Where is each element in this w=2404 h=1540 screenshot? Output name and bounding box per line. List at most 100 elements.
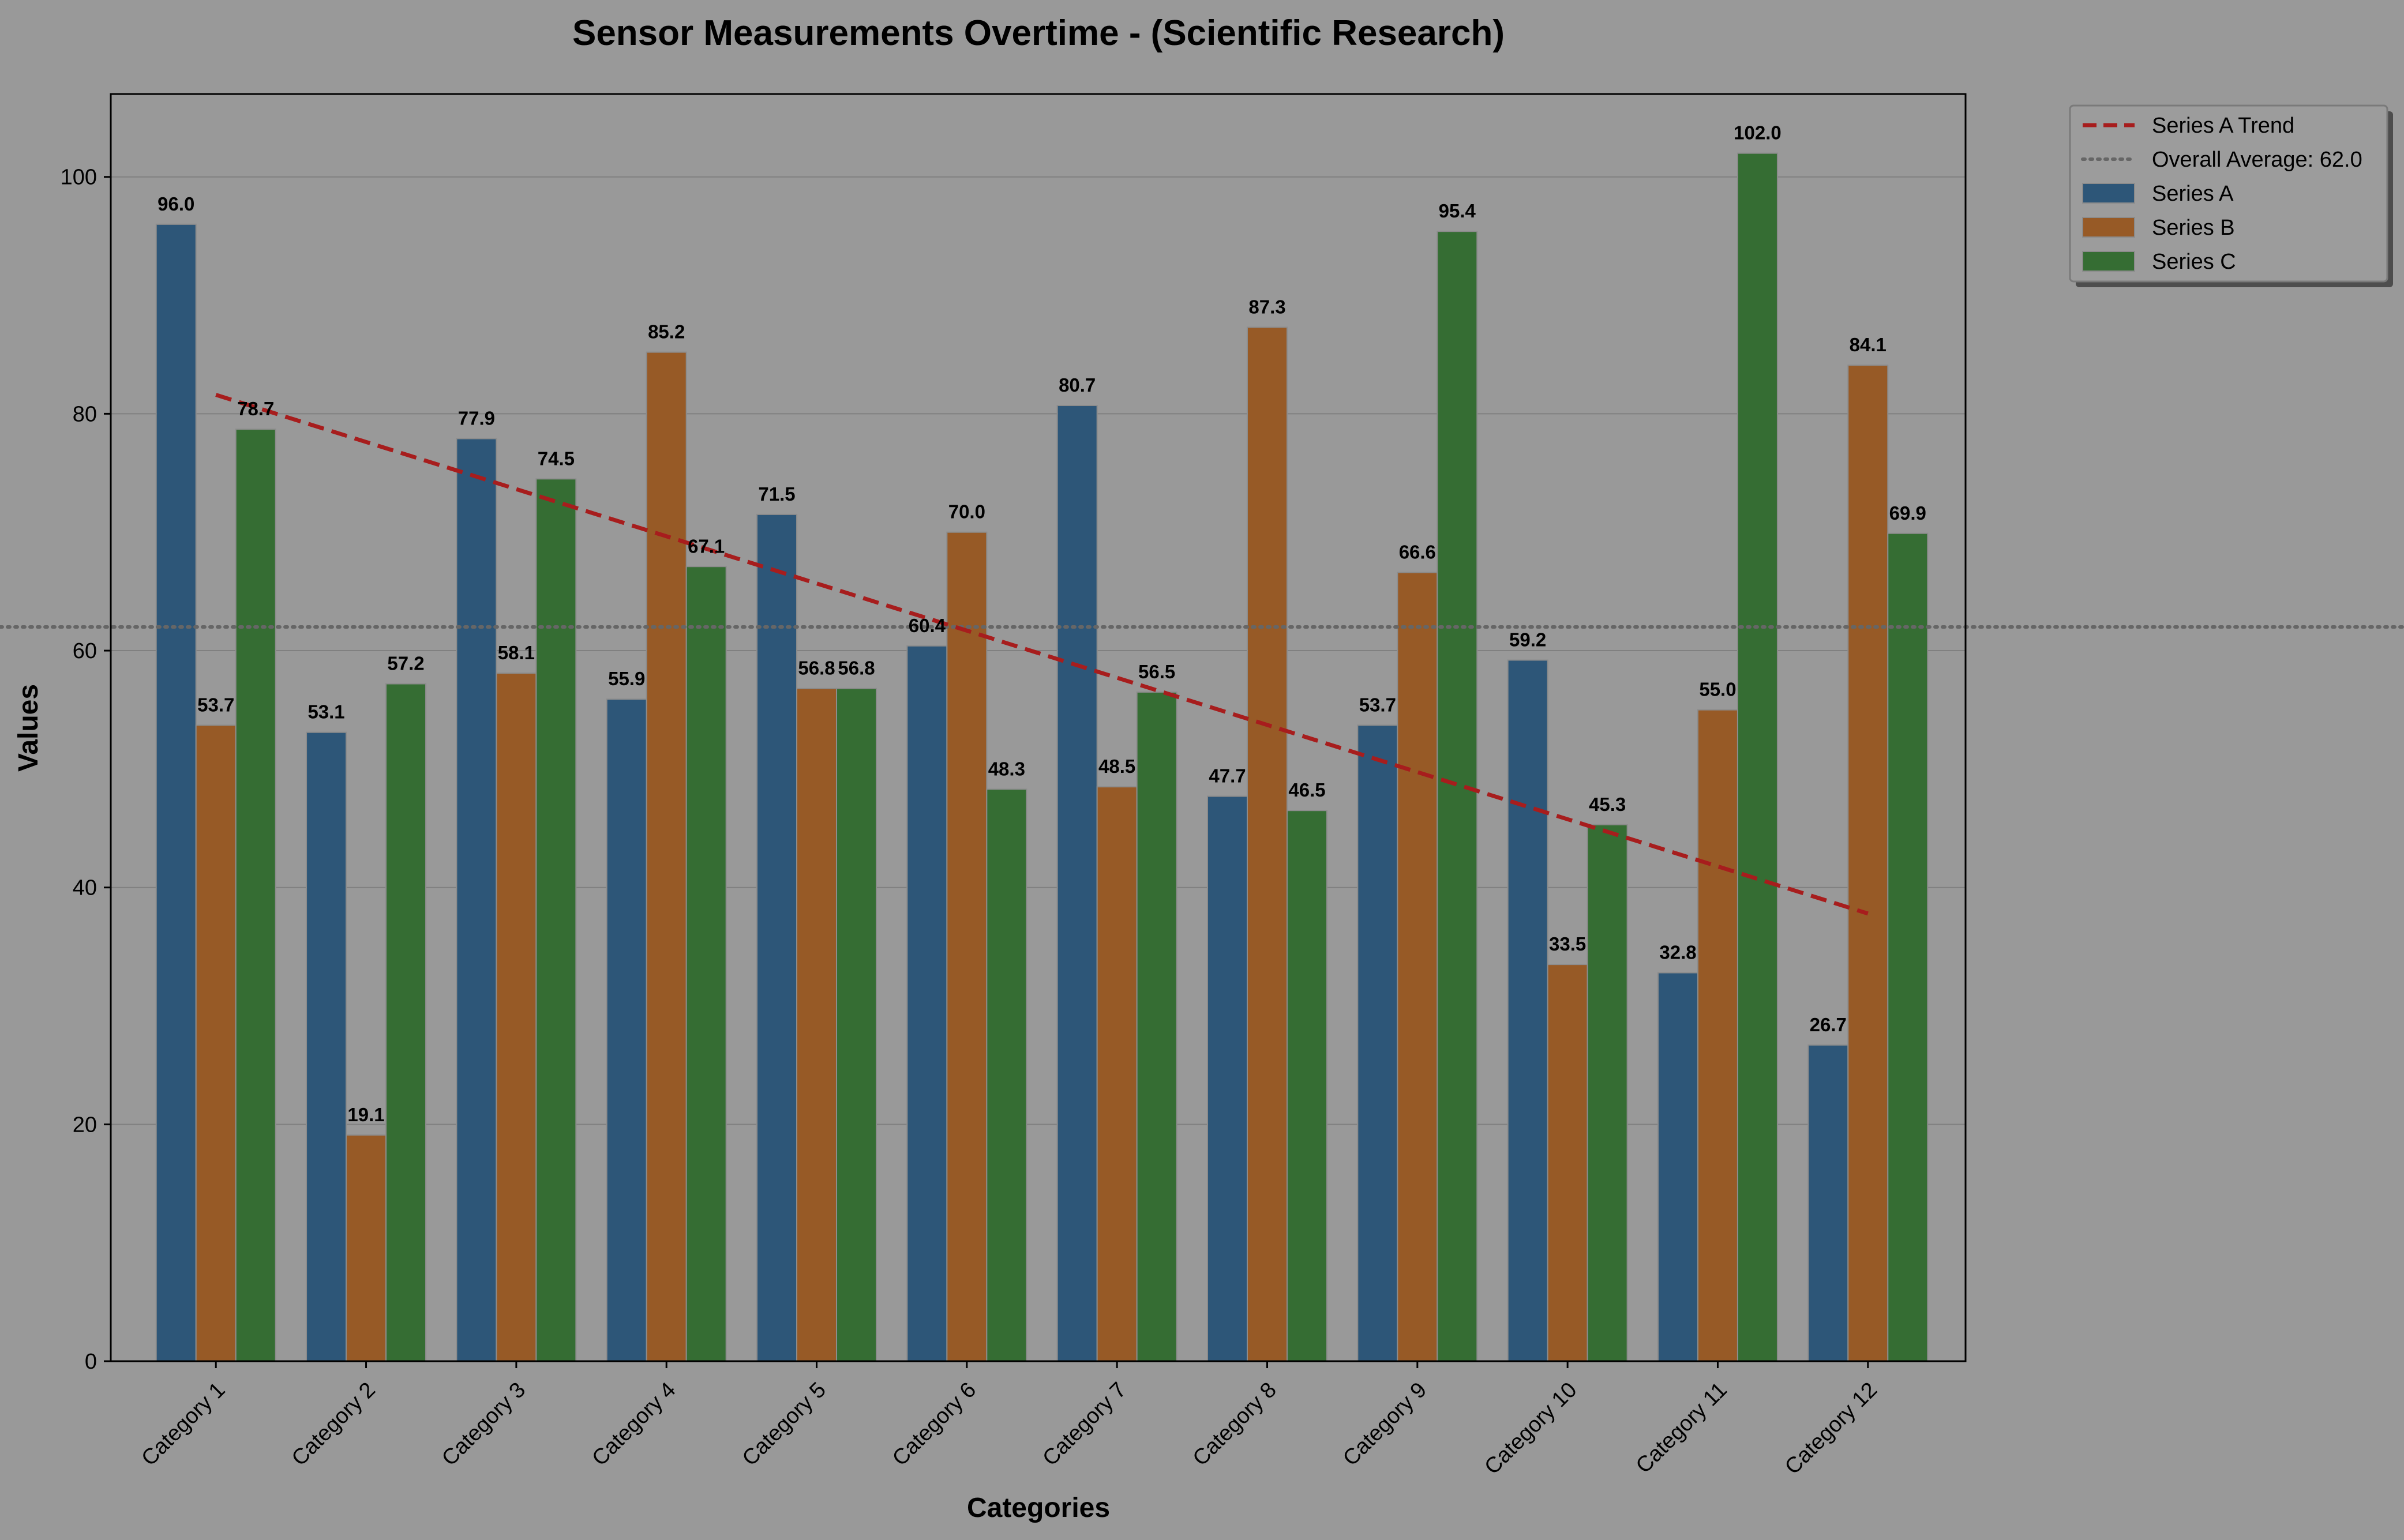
legend-label: Series A: [2152, 182, 2234, 206]
bar-value-label: 69.9: [1889, 502, 1926, 524]
reference-lines: [0, 393, 2404, 916]
bar-value-label: 77.9: [458, 408, 495, 429]
bar: [306, 731, 347, 1362]
bar-value-label: 85.2: [648, 321, 685, 343]
bar: [235, 429, 276, 1362]
bar-value-label: 71.5: [758, 483, 795, 505]
bar-value-label: 47.7: [1209, 765, 1246, 787]
legend-bar-swatch: [2082, 217, 2135, 238]
bar-value-label: 58.1: [498, 642, 535, 663]
bar: [1847, 365, 1889, 1362]
bar-value-label: 48.3: [988, 758, 1025, 779]
bar: [496, 673, 537, 1362]
x-tick-label: Category 8: [1188, 1378, 1281, 1471]
bar-value-label: 53.7: [1359, 694, 1396, 715]
legend-label: Series B: [2152, 216, 2235, 240]
bar: [1056, 405, 1098, 1362]
bar: [1507, 659, 1548, 1362]
legend-bar-swatch: [2082, 251, 2135, 272]
bar-value-label: 53.7: [197, 694, 234, 715]
bar: [1547, 964, 1588, 1362]
bar-value-label: 80.7: [1059, 374, 1096, 396]
bar-value-label: 87.3: [1248, 296, 1285, 317]
bar-value-label: 46.5: [1288, 779, 1325, 801]
x-tick-label: Category 10: [1480, 1378, 1581, 1479]
bar: [1207, 795, 1248, 1362]
bar-value-label: 33.5: [1549, 933, 1586, 955]
y-tick-label: 100: [61, 166, 97, 190]
bar: [946, 531, 988, 1362]
bar-value-label: 53.1: [307, 701, 344, 723]
bar-value-label: 57.2: [387, 653, 424, 674]
bar: [1887, 532, 1929, 1362]
plot-frame: [110, 93, 1967, 1362]
bar: [1397, 572, 1438, 1362]
x-tick-label: Category 6: [888, 1378, 981, 1471]
bar: [535, 478, 577, 1362]
bars: [155, 152, 1929, 1362]
legend-label: Series A Trend: [2152, 114, 2294, 138]
y-tick-label: 20: [73, 1113, 97, 1137]
bar-value-label: 55.0: [1699, 679, 1736, 700]
bar: [836, 688, 877, 1362]
bar: [646, 351, 687, 1362]
bar: [1247, 326, 1288, 1362]
bar: [1657, 972, 1698, 1362]
bar-value-label: 55.9: [608, 668, 645, 689]
bar-value-label: 56.8: [798, 658, 835, 679]
x-tick-label: Category 12: [1780, 1378, 1882, 1479]
bar: [1807, 1044, 1849, 1362]
bar-value-label: 74.5: [538, 448, 575, 469]
bar-value-label: 95.4: [1439, 200, 1476, 221]
bar: [195, 724, 237, 1362]
bar: [1096, 786, 1138, 1362]
bar: [1737, 152, 1778, 1362]
bar-value-label: 67.1: [688, 535, 725, 557]
bar: [1286, 810, 1327, 1362]
bar-value-label: 26.7: [1810, 1014, 1847, 1035]
bar: [1357, 724, 1398, 1362]
bar-value-label: 84.1: [1850, 334, 1887, 355]
bar-value-label: 60.4: [909, 615, 946, 636]
bar-value-label: 45.3: [1589, 794, 1626, 815]
bar-value-label: 59.2: [1509, 629, 1546, 650]
bar: [756, 513, 798, 1362]
bar: [1136, 691, 1177, 1362]
bar-value-labels: 96.0 53.1 77.9 55.9 71.5 60.4 80.7 47.7 53.7 59.2…: [157, 122, 1926, 1125]
bar: [685, 566, 727, 1362]
bar: [155, 223, 197, 1362]
bar: [796, 688, 838, 1362]
bar: [346, 1134, 387, 1362]
bar: [1437, 231, 1478, 1362]
x-tick-label: Category 1: [137, 1378, 230, 1471]
legend-label: Overall Average: 62.0: [2152, 148, 2362, 172]
legend: Series A Trend Overall Average: 62.0 Serie…: [2069, 104, 2393, 287]
x-axis-title: Categories: [967, 1493, 1110, 1523]
bar-value-label: 78.7: [237, 398, 274, 419]
bar-value-label: 48.5: [1098, 756, 1135, 777]
x-tick-label: Category 7: [1038, 1378, 1131, 1471]
y-tick-label: 60: [73, 639, 97, 663]
bar-value-label: 66.6: [1399, 542, 1436, 563]
chart-title: Sensor Measurements Overtime - (Scientif…: [572, 13, 1505, 53]
bar: [906, 645, 948, 1362]
y-tick-label: 40: [73, 876, 97, 900]
bar-value-label: 32.8: [1659, 942, 1696, 963]
bar-value-label: 96.0: [157, 193, 194, 215]
trend-line: [215, 393, 1869, 916]
x-tick-label: Category 5: [738, 1378, 831, 1471]
bar: [1697, 709, 1738, 1362]
legend-bar-swatch: [2082, 183, 2135, 204]
legend-label: Series C: [2152, 250, 2236, 274]
bar: [385, 683, 427, 1362]
bar: [456, 438, 497, 1362]
y-tick-label: 0: [85, 1350, 97, 1374]
x-tick-label: Category 2: [287, 1378, 380, 1471]
bar: [1587, 824, 1628, 1362]
y-axis-title: Values: [13, 684, 44, 772]
bar-value-label: 19.1: [347, 1104, 384, 1125]
bar-value-label: 56.8: [838, 658, 875, 679]
bar-value-label: 70.0: [948, 501, 985, 523]
